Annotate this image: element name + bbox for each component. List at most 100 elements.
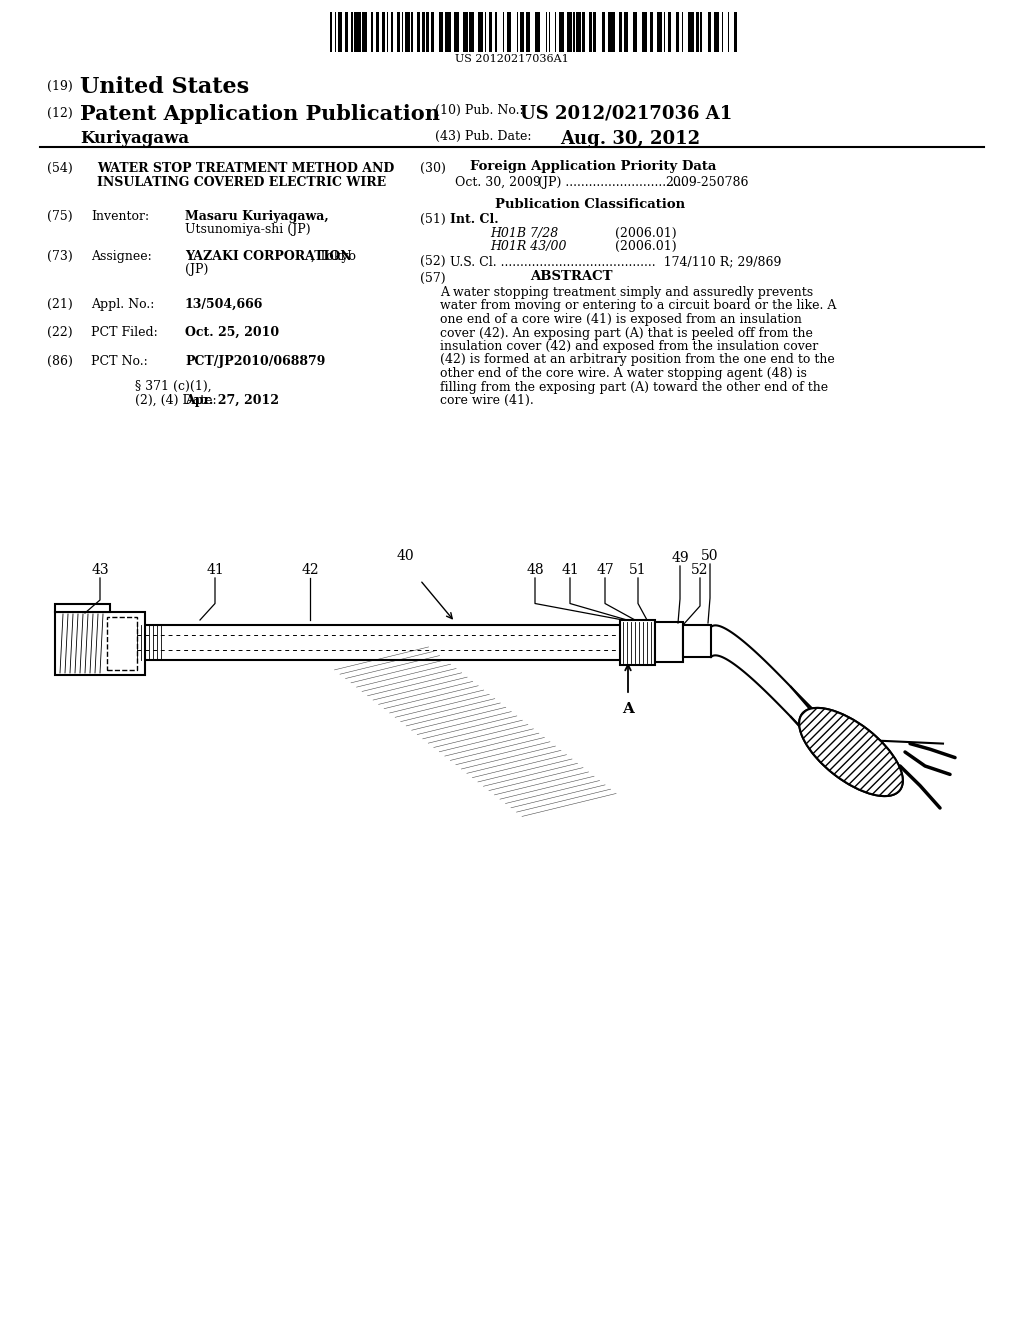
Bar (438, 12, 443, 51)
Text: ABSTRACT: ABSTRACT (530, 271, 612, 282)
Text: Apr. 27, 2012: Apr. 27, 2012 (185, 393, 279, 407)
Text: H01B 7/28: H01B 7/28 (490, 227, 558, 240)
Text: Oct. 30, 2009: Oct. 30, 2009 (455, 176, 541, 189)
Text: 47: 47 (596, 564, 613, 577)
Bar (573, 12, 574, 51)
Bar (535, 12, 540, 51)
Text: Aug. 30, 2012: Aug. 30, 2012 (560, 129, 700, 148)
Text: 2009-250786: 2009-250786 (665, 176, 749, 189)
Bar (525, 12, 530, 51)
Bar (411, 12, 413, 51)
Bar (549, 12, 550, 51)
Bar (444, 12, 451, 51)
Bar (650, 12, 652, 51)
Bar (431, 12, 434, 51)
Bar (714, 12, 719, 51)
Text: 52: 52 (691, 564, 709, 577)
Text: , Tokyo: , Tokyo (311, 249, 356, 263)
Text: cover (42). An exposing part (A) that is peeled off from the: cover (42). An exposing part (A) that is… (440, 326, 813, 339)
Text: (52): (52) (420, 255, 445, 268)
Text: (19): (19) (47, 81, 73, 92)
Text: (2), (4) Date:: (2), (4) Date: (135, 393, 217, 407)
Bar (624, 12, 629, 51)
Text: (10) Pub. No.:: (10) Pub. No.: (435, 104, 523, 117)
Text: 51: 51 (629, 564, 647, 577)
Text: Foreign Application Priority Data: Foreign Application Priority Data (470, 160, 717, 173)
Bar (382, 12, 385, 51)
Bar (633, 12, 638, 51)
Bar (106, 616, 137, 671)
Text: 48: 48 (526, 564, 544, 577)
Bar (517, 12, 518, 51)
Text: (75): (75) (47, 210, 73, 223)
Bar (508, 12, 511, 51)
Bar (397, 12, 400, 51)
Bar (608, 12, 614, 51)
Text: PCT/JP2010/068879: PCT/JP2010/068879 (185, 355, 326, 368)
Text: (2006.01): (2006.01) (615, 227, 677, 240)
Polygon shape (799, 708, 903, 796)
Bar (695, 12, 698, 51)
Text: H01R 43/00: H01R 43/00 (490, 240, 566, 253)
Text: Patent Application Publication: Patent Application Publication (80, 104, 440, 124)
Bar (589, 12, 592, 51)
Bar (722, 12, 723, 51)
Text: one end of a core wire (41) is exposed from an insulation: one end of a core wire (41) is exposed f… (440, 313, 802, 326)
Text: (30): (30) (420, 162, 445, 176)
Bar (683, 624, 711, 657)
Bar (676, 12, 679, 51)
Bar (478, 12, 483, 51)
Bar (417, 12, 420, 51)
Text: YAZAKI CORPORATION: YAZAKI CORPORATION (185, 249, 351, 263)
Text: Publication Classification: Publication Classification (495, 198, 685, 211)
Bar (338, 12, 342, 51)
Text: (JP): (JP) (185, 263, 208, 276)
Text: U.S. Cl. ........................................  174/110 R; 29/869: U.S. Cl. ...............................… (450, 255, 781, 268)
Bar (404, 12, 410, 51)
Bar (55, 605, 110, 612)
Text: A: A (622, 702, 634, 715)
Bar (469, 12, 474, 51)
Text: (43) Pub. Date:: (43) Pub. Date: (435, 129, 531, 143)
Text: Kuriyagawa: Kuriyagawa (80, 129, 189, 147)
Bar (620, 12, 623, 51)
Bar (401, 12, 403, 51)
Bar (602, 12, 605, 51)
Text: Appl. No.:: Appl. No.: (91, 298, 155, 312)
Text: US 2012/0217036 A1: US 2012/0217036 A1 (520, 104, 732, 121)
Bar (55, 612, 145, 675)
Bar (354, 12, 360, 51)
Bar (503, 12, 505, 51)
Text: 41: 41 (561, 564, 579, 577)
Text: WATER STOP TREATMENT METHOD AND: WATER STOP TREATMENT METHOD AND (97, 162, 394, 176)
Text: (21): (21) (47, 298, 73, 312)
Bar (345, 12, 348, 51)
Text: Oct. 25, 2010: Oct. 25, 2010 (185, 326, 280, 339)
Bar (688, 12, 694, 51)
Bar (335, 12, 336, 51)
Bar (454, 12, 459, 51)
Text: (54): (54) (47, 162, 73, 176)
Bar (351, 12, 353, 51)
Text: 43: 43 (91, 564, 109, 577)
Text: 13/504,666: 13/504,666 (185, 298, 263, 312)
Bar (137, 624, 625, 660)
Text: US 20120217036A1: US 20120217036A1 (455, 54, 569, 63)
Bar (668, 12, 671, 51)
Text: (42) is formed at an arbitrary position from the one end to the: (42) is formed at an arbitrary position … (440, 354, 835, 367)
Bar (593, 12, 596, 51)
Bar (484, 12, 486, 51)
Text: 50: 50 (701, 549, 719, 564)
Text: (73): (73) (47, 249, 73, 263)
Bar (664, 12, 665, 51)
Text: United States: United States (80, 77, 249, 98)
Text: Utsunomiya-shi (JP): Utsunomiya-shi (JP) (185, 223, 310, 236)
Text: 40: 40 (396, 549, 414, 564)
Bar (362, 12, 367, 51)
Text: filling from the exposing part (A) toward the other end of the: filling from the exposing part (A) towar… (440, 380, 828, 393)
Bar (520, 12, 524, 51)
Bar (372, 12, 373, 51)
Bar (391, 12, 393, 51)
Text: A water stopping treatment simply and assuredly prevents: A water stopping treatment simply and as… (440, 286, 813, 300)
Bar (387, 12, 388, 51)
